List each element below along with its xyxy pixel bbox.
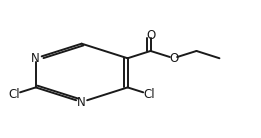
Text: O: O xyxy=(169,52,178,65)
Text: N: N xyxy=(77,95,86,108)
Text: Cl: Cl xyxy=(144,88,155,101)
Text: N: N xyxy=(31,52,40,65)
Text: O: O xyxy=(146,29,155,42)
Text: Cl: Cl xyxy=(8,88,20,101)
